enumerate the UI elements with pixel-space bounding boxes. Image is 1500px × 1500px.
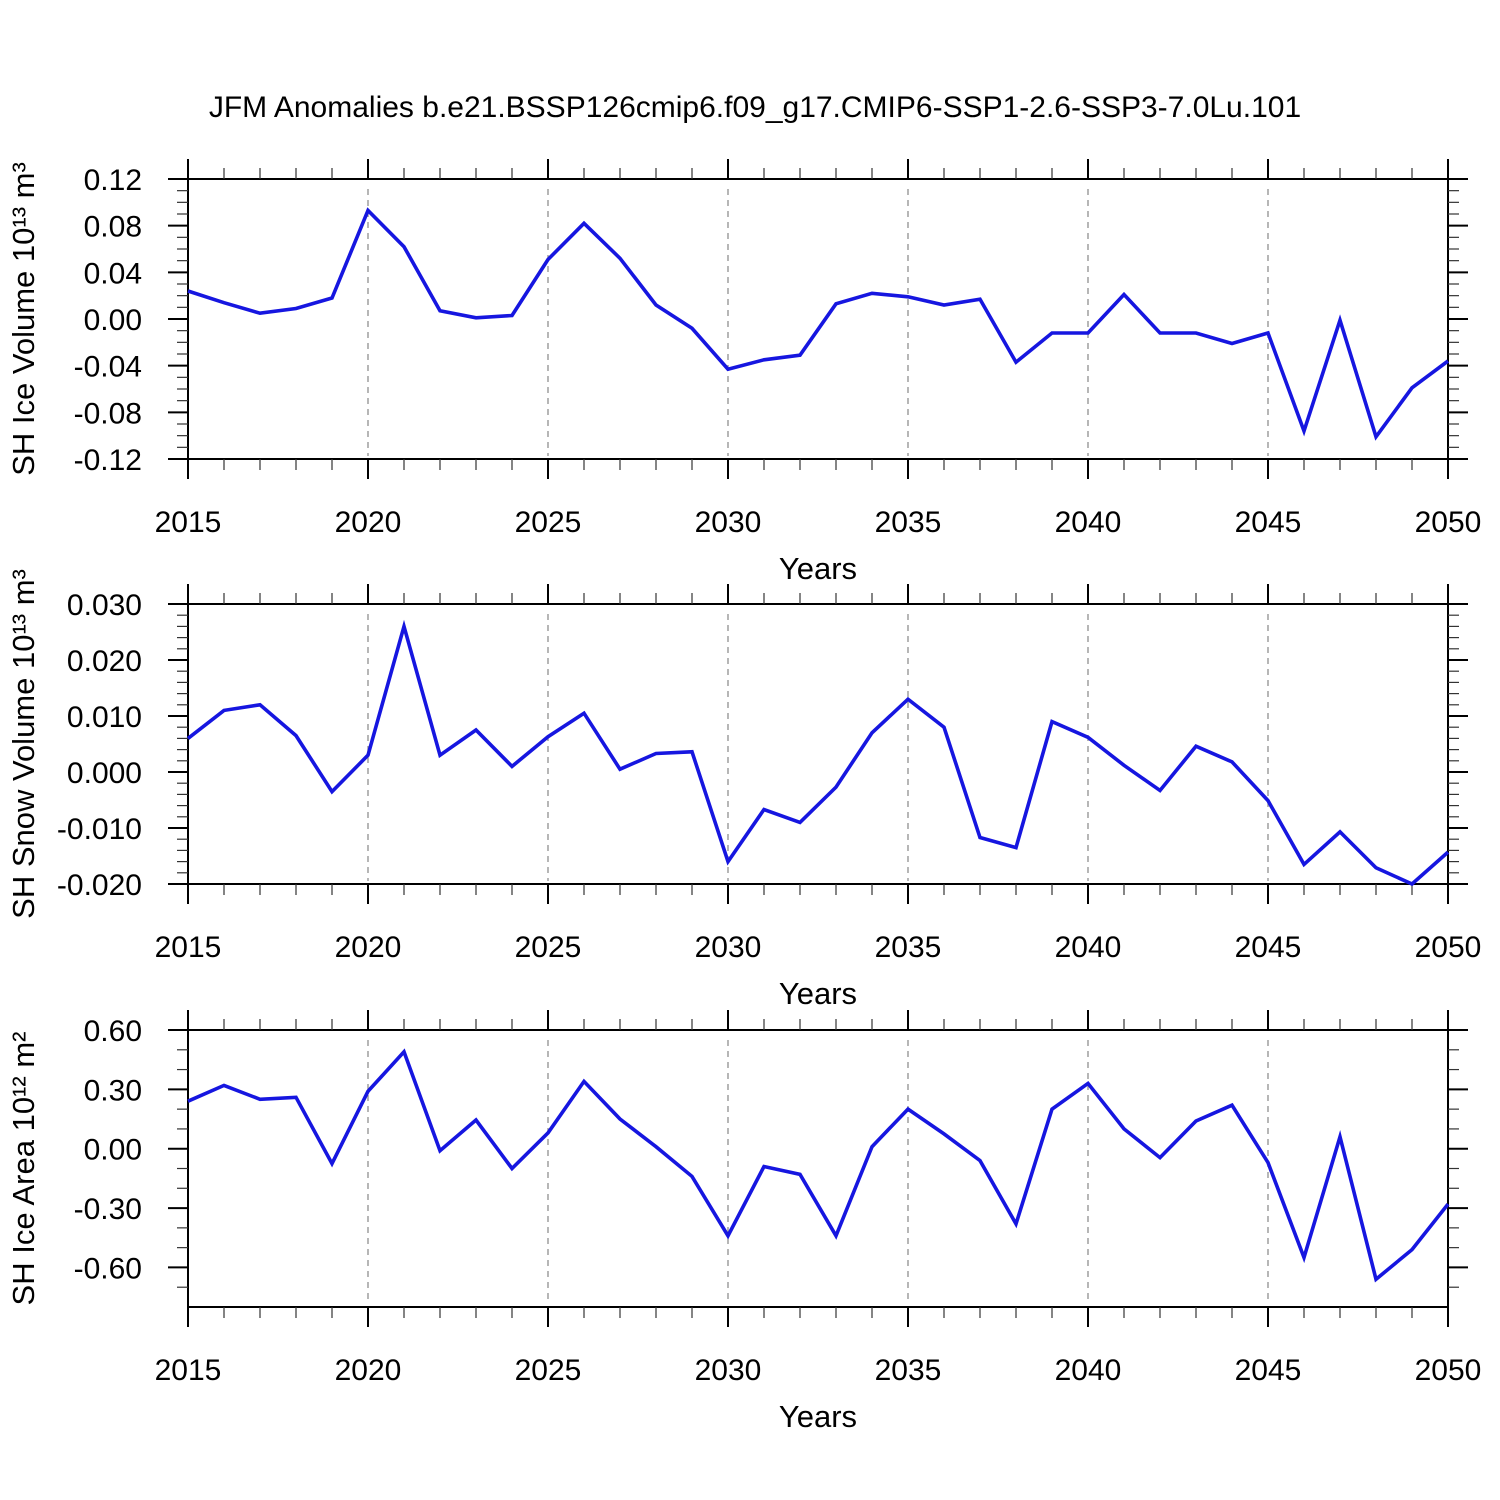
svg-text:2045: 2045	[1235, 506, 1302, 539]
svg-text:2050: 2050	[1415, 931, 1482, 964]
svg-text:SH Snow Volume 10¹³ m³: SH Snow Volume 10¹³ m³	[6, 569, 41, 919]
svg-text:SH Ice Area 10¹² m²: SH Ice Area 10¹² m²	[6, 1032, 41, 1306]
svg-text:2035: 2035	[875, 931, 942, 964]
svg-text:-0.12: -0.12	[74, 444, 142, 477]
svg-text:0.08: 0.08	[84, 211, 142, 244]
svg-text:-0.010: -0.010	[57, 813, 142, 846]
svg-text:2040: 2040	[1055, 506, 1122, 539]
svg-text:-0.04: -0.04	[74, 351, 142, 384]
svg-text:0.00: 0.00	[84, 304, 142, 337]
svg-text:0.12: 0.12	[84, 164, 142, 197]
svg-text:0.04: 0.04	[84, 257, 142, 290]
svg-text:2045: 2045	[1235, 931, 1302, 964]
svg-text:2025: 2025	[515, 506, 582, 539]
svg-text:SH Ice Volume 10¹³ m³: SH Ice Volume 10¹³ m³	[6, 162, 41, 476]
svg-text:-0.020: -0.020	[57, 869, 142, 902]
svg-text:2045: 2045	[1235, 1354, 1302, 1387]
svg-text:Years: Years	[779, 976, 857, 1011]
svg-text:2040: 2040	[1055, 1354, 1122, 1387]
svg-text:0.00: 0.00	[84, 1134, 142, 1167]
svg-text:2015: 2015	[155, 931, 222, 964]
svg-text:2040: 2040	[1055, 931, 1122, 964]
svg-text:-0.08: -0.08	[74, 397, 142, 430]
svg-text:2030: 2030	[695, 931, 762, 964]
svg-text:0.30: 0.30	[84, 1074, 142, 1107]
svg-text:2035: 2035	[875, 506, 942, 539]
svg-text:-0.30: -0.30	[74, 1193, 142, 1226]
svg-text:2035: 2035	[875, 1354, 942, 1387]
page-title: JFM Anomalies b.e21.BSSP126cmip6.f09_g17…	[208, 91, 1302, 124]
svg-text:2025: 2025	[515, 1354, 582, 1387]
svg-text:2050: 2050	[1415, 1354, 1482, 1387]
svg-text:0.60: 0.60	[84, 1015, 142, 1048]
svg-text:Years: Years	[779, 551, 857, 586]
svg-text:2025: 2025	[515, 931, 582, 964]
svg-text:2050: 2050	[1415, 506, 1482, 539]
svg-text:0.030: 0.030	[67, 589, 142, 622]
svg-text:Years: Years	[779, 1399, 857, 1434]
svg-text:2015: 2015	[155, 1354, 222, 1387]
svg-text:2030: 2030	[695, 506, 762, 539]
svg-text:2020: 2020	[335, 931, 402, 964]
svg-text:-0.60: -0.60	[74, 1252, 142, 1285]
svg-text:2020: 2020	[335, 506, 402, 539]
svg-text:2020: 2020	[335, 1354, 402, 1387]
svg-text:0.020: 0.020	[67, 645, 142, 678]
svg-text:0.000: 0.000	[67, 757, 142, 790]
svg-text:2030: 2030	[695, 1354, 762, 1387]
svg-text:2015: 2015	[155, 506, 222, 539]
svg-text:0.010: 0.010	[67, 701, 142, 734]
